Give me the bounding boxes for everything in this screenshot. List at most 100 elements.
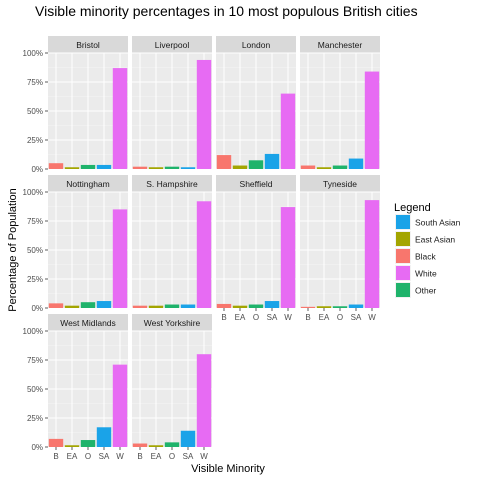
x-tick-label: SA <box>99 452 110 461</box>
bar-s-hampshire-o <box>165 305 179 308</box>
bar-tyneside-ea <box>317 306 331 308</box>
x-tick-label: B <box>53 452 58 461</box>
legend-swatch <box>396 232 410 246</box>
facet-strip-label: Tyneside <box>323 179 357 189</box>
panel-s-hampshire: S. Hampshire <box>132 175 212 308</box>
bar-sheffield-ea <box>233 306 247 308</box>
x-tick-label: B <box>305 313 310 322</box>
legend-label: White <box>415 269 437 279</box>
legend-title: Legend <box>394 202 431 214</box>
bar-west-yorkshire-o <box>165 442 179 447</box>
y-tick-label: 0% <box>31 443 43 452</box>
panel-liverpool: Liverpool <box>132 36 212 169</box>
x-tick-label: O <box>85 452 91 461</box>
bar-nottingham-ea <box>65 306 79 308</box>
bar-manchester-ea <box>317 167 331 169</box>
bar-nottingham-sa <box>97 301 111 308</box>
bar-liverpool-sa <box>181 167 195 169</box>
bar-sheffield-o <box>249 305 263 308</box>
facet-strip-label: Liverpool <box>155 40 190 50</box>
bar-liverpool-w <box>197 60 211 169</box>
x-tick-label: W <box>116 452 124 461</box>
y-tick-label: 50% <box>27 107 43 116</box>
facet-strip-label: Nottingham <box>66 179 109 189</box>
bar-manchester-sa <box>349 159 363 169</box>
bar-west-yorkshire-b <box>133 444 147 447</box>
y-tick-label: 100% <box>23 327 43 336</box>
bar-liverpool-o <box>165 167 179 169</box>
chart-title: Visible minority percentages in 10 most … <box>35 3 418 19</box>
x-tick-label: O <box>337 313 343 322</box>
facet-strip-label: West Midlands <box>60 318 116 328</box>
bar-s-hampshire-b <box>133 306 147 308</box>
y-tick-label: 0% <box>31 304 43 313</box>
bar-bristol-ea <box>65 167 79 169</box>
bar-sheffield-b <box>217 304 231 308</box>
panel-london: London <box>216 36 296 169</box>
bar-s-hampshire-ea <box>149 306 163 308</box>
x-tick-label: W <box>200 452 208 461</box>
bar-s-hampshire-sa <box>181 305 195 308</box>
x-tick-label: EA <box>67 452 78 461</box>
bar-sheffield-sa <box>265 301 279 308</box>
bar-tyneside-o <box>333 306 347 308</box>
bar-manchester-o <box>333 166 347 169</box>
bar-tyneside-w <box>365 200 379 308</box>
bar-london-sa <box>265 154 279 169</box>
y-tick-label: 100% <box>23 49 43 58</box>
x-tick-label: O <box>169 452 175 461</box>
bar-bristol-b <box>49 163 63 169</box>
legend-swatch <box>396 249 410 263</box>
panel-nottingham: Nottingham <box>48 175 128 308</box>
bar-london-w <box>281 94 295 169</box>
legend-label: Other <box>415 286 436 296</box>
bar-west-midlands-b <box>49 439 63 447</box>
facet-strip-label: S. Hampshire <box>146 179 198 189</box>
y-tick-label: 25% <box>27 136 43 145</box>
bar-manchester-b <box>301 166 315 169</box>
panel-bristol: Bristol <box>48 36 128 169</box>
x-tick-label: B <box>221 313 226 322</box>
x-tick-label: SA <box>267 313 278 322</box>
x-tick-label: EA <box>151 452 162 461</box>
bar-west-yorkshire-sa <box>181 431 195 447</box>
y-tick-label: 25% <box>27 414 43 423</box>
legend-label: East Asian <box>415 235 455 245</box>
bar-sheffield-w <box>281 207 295 308</box>
bar-bristol-o <box>81 165 95 169</box>
bar-liverpool-b <box>133 167 147 169</box>
bar-west-midlands-o <box>81 440 95 447</box>
y-tick-label: 75% <box>27 356 43 365</box>
x-axis-label: Visible Minority <box>191 463 265 475</box>
facet-strip-label: Bristol <box>76 40 100 50</box>
x-tick-label: O <box>253 313 259 322</box>
legend-swatch <box>396 266 410 280</box>
x-tick-label: W <box>284 313 292 322</box>
bar-nottingham-b <box>49 303 63 308</box>
bar-nottingham-o <box>81 302 95 308</box>
y-tick-label: 50% <box>27 385 43 394</box>
bar-london-o <box>249 160 263 169</box>
x-tick-label: B <box>137 452 142 461</box>
bar-west-yorkshire-ea <box>149 445 163 447</box>
x-tick-label: SA <box>351 313 362 322</box>
facet-strip-label: Manchester <box>318 40 363 50</box>
bar-tyneside-sa <box>349 305 363 308</box>
bar-west-yorkshire-w <box>197 354 211 447</box>
y-tick-label: 75% <box>27 217 43 226</box>
facet-strip-label: West Yorkshire <box>144 318 201 328</box>
legend-label: Black <box>415 252 437 262</box>
panel-manchester: Manchester <box>300 36 380 169</box>
bar-manchester-w <box>365 72 379 169</box>
x-tick-label: EA <box>235 313 246 322</box>
bar-s-hampshire-w <box>197 201 211 308</box>
bar-west-midlands-ea <box>65 445 79 447</box>
y-tick-label: 25% <box>27 275 43 284</box>
facet-strip-label: Sheffield <box>240 179 273 189</box>
panel-sheffield: Sheffield <box>216 175 296 308</box>
legend-swatch <box>396 283 410 297</box>
bar-tyneside-b <box>301 307 315 308</box>
bar-west-midlands-w <box>113 365 127 447</box>
y-axis-label: Percentage of Population <box>7 188 19 312</box>
